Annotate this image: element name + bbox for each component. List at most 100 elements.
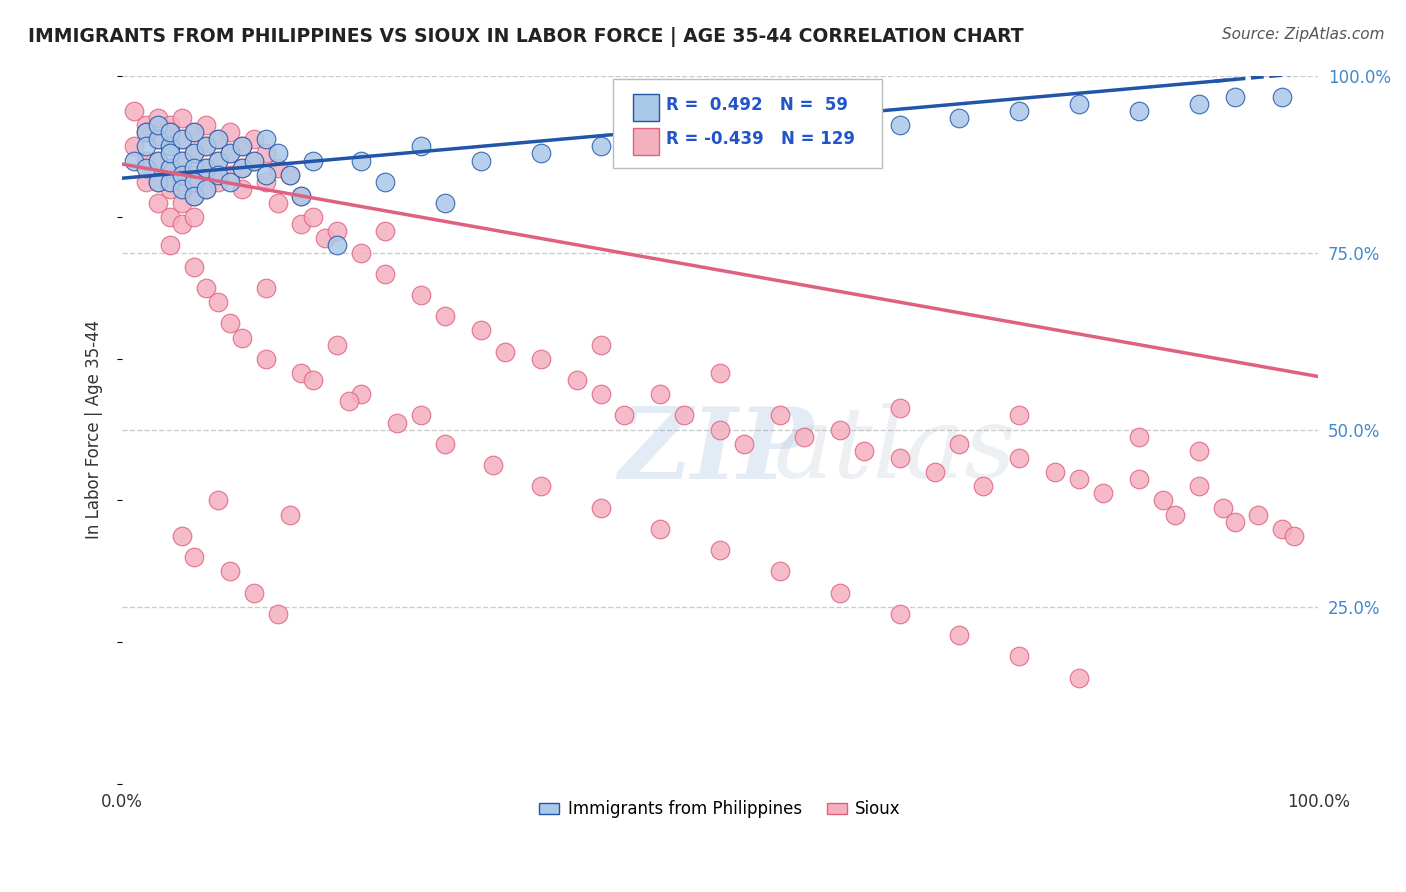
Point — [183, 175, 205, 189]
Point — [218, 146, 240, 161]
Point — [183, 146, 205, 161]
Point — [733, 437, 755, 451]
Point — [242, 585, 264, 599]
Point — [1067, 472, 1090, 486]
Point — [254, 168, 277, 182]
Point — [589, 337, 612, 351]
Point — [1247, 508, 1270, 522]
Point — [924, 465, 946, 479]
Point — [1271, 522, 1294, 536]
Point — [159, 161, 181, 175]
Point — [1043, 465, 1066, 479]
Point — [183, 125, 205, 139]
Point — [231, 182, 253, 196]
Point — [170, 196, 193, 211]
Point — [1128, 103, 1150, 118]
Point — [242, 153, 264, 168]
Point — [194, 139, 217, 153]
Point — [411, 409, 433, 423]
Point — [1128, 430, 1150, 444]
Point — [207, 132, 229, 146]
Legend: Immigrants from Philippines, Sioux: Immigrants from Philippines, Sioux — [533, 794, 907, 825]
Point — [1067, 671, 1090, 685]
Point — [589, 139, 612, 153]
Point — [122, 139, 145, 153]
Point — [828, 585, 851, 599]
Point — [1008, 409, 1031, 423]
Point — [434, 196, 457, 211]
Point — [135, 118, 157, 132]
Point — [170, 111, 193, 125]
Point — [290, 189, 312, 203]
Point — [170, 132, 193, 146]
Point — [494, 344, 516, 359]
Point — [170, 175, 193, 189]
Point — [159, 182, 181, 196]
Point — [972, 479, 994, 493]
Point — [254, 351, 277, 366]
Point — [207, 493, 229, 508]
Point — [135, 139, 157, 153]
Point — [709, 423, 731, 437]
Point — [374, 175, 396, 189]
Point — [146, 153, 169, 168]
Point — [242, 132, 264, 146]
Point — [589, 387, 612, 401]
Point — [326, 224, 349, 238]
Point — [146, 196, 169, 211]
Bar — [633, 128, 659, 155]
Point — [159, 210, 181, 224]
Point — [470, 323, 492, 337]
Point — [1271, 89, 1294, 103]
Point — [183, 260, 205, 274]
Point — [650, 132, 672, 146]
Point — [159, 238, 181, 252]
Point — [135, 125, 157, 139]
Point — [242, 153, 264, 168]
Point — [1008, 649, 1031, 664]
Point — [1067, 96, 1090, 111]
Point — [183, 189, 205, 203]
Point — [170, 153, 193, 168]
Point — [1223, 515, 1246, 529]
Point — [290, 217, 312, 231]
Point — [170, 168, 193, 182]
Point — [218, 125, 240, 139]
Point — [159, 118, 181, 132]
Point — [135, 153, 157, 168]
Y-axis label: In Labor Force | Age 35-44: In Labor Force | Age 35-44 — [86, 320, 103, 539]
Point — [828, 111, 851, 125]
Point — [852, 443, 875, 458]
Point — [530, 479, 553, 493]
Point — [159, 146, 181, 161]
Point — [673, 409, 696, 423]
Point — [565, 373, 588, 387]
Point — [170, 217, 193, 231]
Point — [302, 153, 325, 168]
Point — [470, 153, 492, 168]
Point — [207, 153, 229, 168]
Point — [1008, 103, 1031, 118]
Point — [135, 175, 157, 189]
Point — [146, 111, 169, 125]
FancyBboxPatch shape — [613, 79, 882, 168]
Point — [948, 111, 970, 125]
Point — [183, 146, 205, 161]
Point — [374, 267, 396, 281]
Point — [709, 366, 731, 380]
Text: R = -0.439   N = 129: R = -0.439 N = 129 — [666, 130, 855, 148]
Point — [948, 437, 970, 451]
Point — [159, 125, 181, 139]
Point — [1212, 500, 1234, 515]
Point — [589, 500, 612, 515]
Point — [290, 189, 312, 203]
Point — [709, 125, 731, 139]
Point — [326, 337, 349, 351]
Point — [266, 607, 288, 621]
Point — [326, 238, 349, 252]
Point — [146, 175, 169, 189]
Point — [1091, 486, 1114, 500]
Point — [218, 175, 240, 189]
Text: R =  0.492   N =  59: R = 0.492 N = 59 — [666, 96, 848, 114]
Point — [122, 103, 145, 118]
